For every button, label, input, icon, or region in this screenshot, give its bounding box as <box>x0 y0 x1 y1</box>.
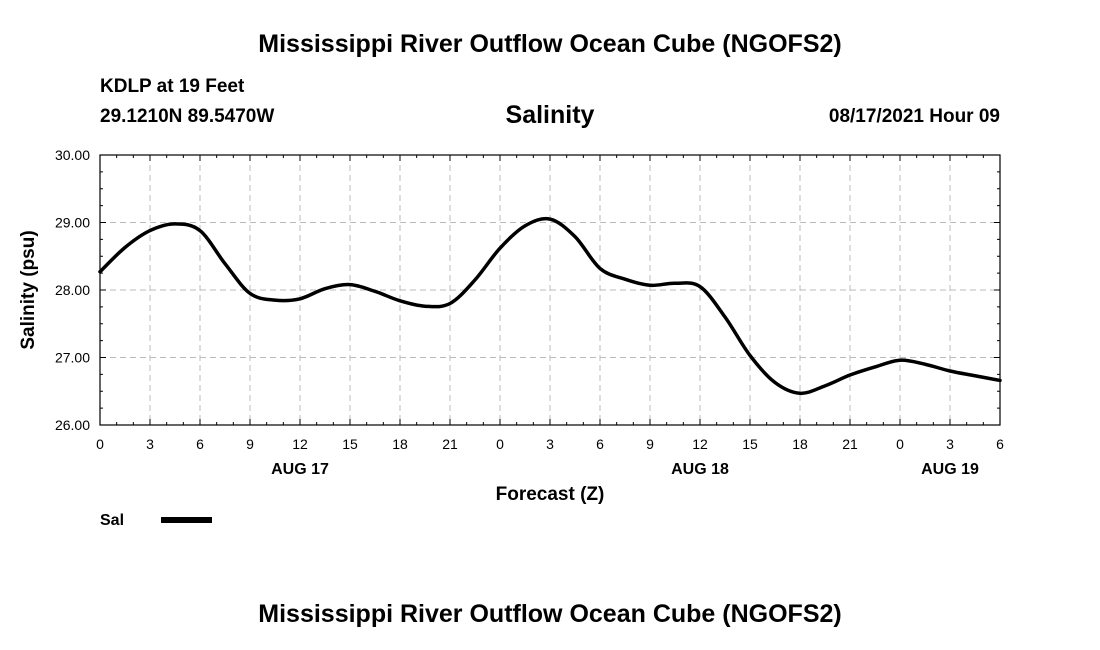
legend-label: Sal <box>100 512 124 529</box>
x-tick-label: 18 <box>792 436 808 452</box>
x-tick-label: 0 <box>896 436 904 452</box>
x-tick-label: 6 <box>996 436 1004 452</box>
x-tick-label: 15 <box>742 436 758 452</box>
salinity-series-line <box>98 216 1002 396</box>
x-tick-label: 12 <box>692 436 708 452</box>
y-tick-label: 27.00 <box>55 350 90 366</box>
x-tick-label: 9 <box>246 436 254 452</box>
variable-title: Salinity <box>505 101 595 129</box>
x-tick-label: 3 <box>146 436 154 452</box>
x-tick-label: 21 <box>442 436 458 452</box>
x-tick-label: 0 <box>496 436 504 452</box>
y-tick-label: 26.00 <box>55 417 90 433</box>
x-tick-label: 12 <box>292 436 308 452</box>
datetime-label: 08/17/2021 Hour 09 <box>828 106 1000 127</box>
x-tick-label: 6 <box>596 436 604 452</box>
coordinates-label: 29.1210N 89.5470W <box>100 106 275 127</box>
x-tick-label: 15 <box>342 436 358 452</box>
y-tick-label: 30.00 <box>55 147 90 163</box>
x-tick-label: 0 <box>96 436 104 452</box>
y-axis-label: Salinity (psu) <box>18 230 39 349</box>
station-label: KDLP at 19 Feet <box>100 76 245 97</box>
day-label: AUG 19 <box>921 461 979 478</box>
footer-title: Mississippi River Outflow Ocean Cube (NG… <box>258 600 842 628</box>
chart-title: Mississippi River Outflow Ocean Cube (NG… <box>258 30 842 58</box>
day-label: AUG 18 <box>671 461 729 478</box>
x-tick-label: 6 <box>196 436 204 452</box>
x-tick-label: 9 <box>646 436 654 452</box>
y-tick-label: 28.00 <box>55 282 90 298</box>
day-label: AUG 17 <box>271 461 329 478</box>
x-axis-label: Forecast (Z) <box>496 484 605 505</box>
plot-frame <box>99 154 1001 426</box>
x-tick-label: 21 <box>842 436 858 452</box>
x-tick-label: 18 <box>392 436 408 452</box>
salinity-chart: 0 3 6 9 12 15 18 21 0 3 6 9 12 15 18 21 0 3 6 26.00 27.00 28.… <box>18 147 1004 529</box>
y-tick-label: 29.00 <box>55 215 90 231</box>
x-tick-label: 3 <box>946 436 954 452</box>
x-tick-label: 3 <box>546 436 554 452</box>
